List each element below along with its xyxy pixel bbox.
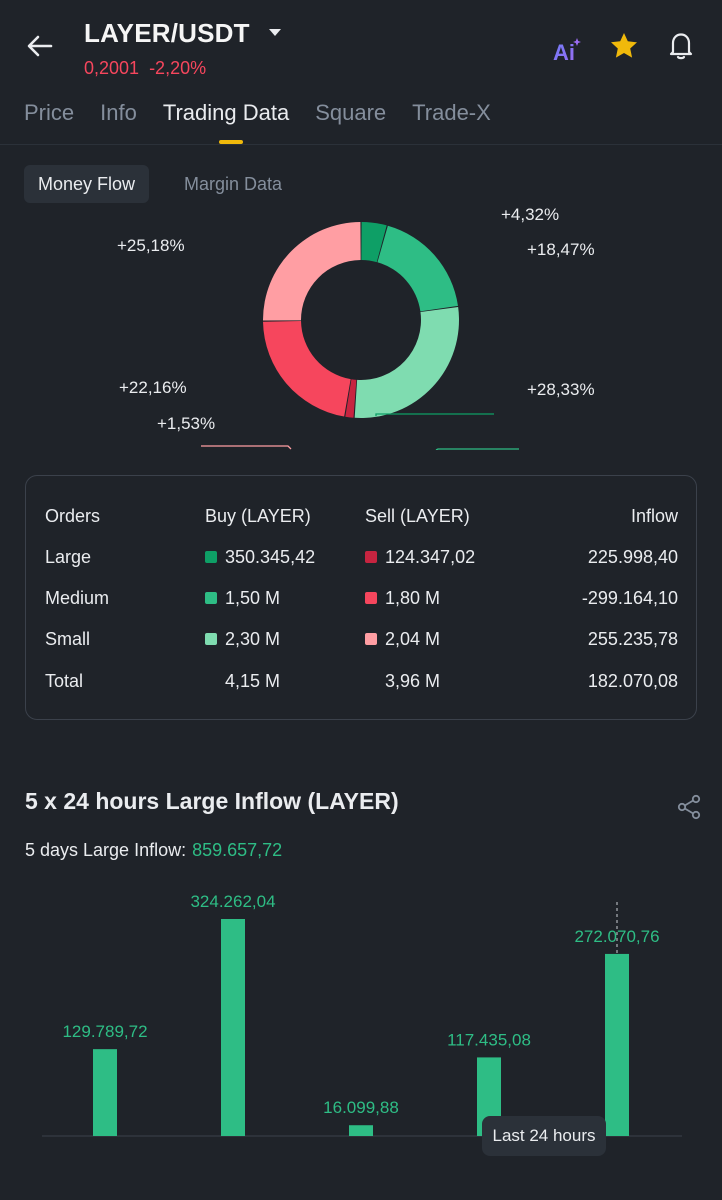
trading-pair-title[interactable]: LAYER/USDT	[84, 18, 250, 48]
buy-large-swatch	[205, 551, 217, 563]
tab-price[interactable]: Price	[24, 100, 75, 125]
favorite-star-icon[interactable]	[608, 30, 640, 62]
notification-bell-icon[interactable]	[664, 28, 698, 62]
row-large-inflow: 225.998,40	[587, 547, 678, 567]
inflow-bar-label-3: 16.099,88	[323, 1098, 399, 1117]
header-sell: Sell (LAYER)	[365, 506, 470, 526]
sell-medium-swatch	[365, 592, 377, 604]
row-total-sell: 3,96 M	[385, 671, 441, 691]
header-inflow: Inflow	[630, 506, 678, 526]
row-total-label: Total	[45, 671, 84, 691]
row-large-sell: 124.347,02	[365, 547, 475, 568]
money-flow-donut-chart	[201, 222, 519, 450]
donut-label-seg-6: +25,18%	[117, 236, 185, 255]
row-small-inflow: 255.235,78	[587, 629, 678, 649]
donut-segments	[263, 222, 459, 418]
large-inflow-title: 5 x 24 hours Large Inflow (LAYER)	[25, 788, 399, 814]
dropdown-caret-icon[interactable]	[266, 24, 284, 42]
five-day-inflow-summary: 5 days Large Inflow: 859.657,72	[25, 840, 282, 861]
buy-small-swatch	[205, 633, 217, 645]
sell-large-swatch	[365, 551, 377, 563]
leader-line-seg-6	[201, 445, 292, 450]
tab-trade-x[interactable]: Trade-X	[412, 100, 491, 125]
donut-leader-lines	[201, 413, 519, 450]
donut-segment-4	[345, 379, 357, 418]
header-orders: Orders	[45, 506, 101, 526]
row-small-label: Small	[45, 629, 91, 649]
subtab-margin-data[interactable]: Margin Data	[184, 174, 283, 194]
donut-segment-2	[377, 225, 458, 312]
large-inflow-bar-chart: 129.789,72 324.262,04 16.099,88 117.435,08 2…	[42, 892, 682, 1137]
bar-marks: 129.789,72 324.262,04 16.099,88 117.435,08 2…	[62, 892, 660, 1136]
five-day-inflow-value: 859.657,72	[192, 840, 283, 860]
ai-assistant-icon[interactable]: Ai	[552, 36, 582, 64]
row-total-inflow: 182.070,08	[587, 671, 678, 691]
row-large-buy-value: 350.345,42	[225, 547, 316, 567]
donut-label-seg-4: +1,53%	[157, 414, 216, 433]
inflow-bar-label-2: 324.262,04	[190, 892, 275, 911]
row-large-sell-value: 124.347,02	[385, 547, 476, 567]
inflow-bar-1[interactable]	[93, 1049, 117, 1136]
subtab-money-flow[interactable]: Money Flow	[24, 165, 150, 203]
price-change: -2,20%	[149, 58, 207, 78]
donut-segment-6	[263, 222, 361, 321]
row-small-buy-value: 2,30 M	[225, 629, 281, 649]
buy-medium-swatch	[205, 592, 217, 604]
row-medium-sell: 1,80 M	[365, 588, 440, 609]
row-small-sell-value: 2,04 M	[385, 629, 441, 649]
last-24-hours-tooltip: Last 24 hours	[482, 1116, 606, 1156]
last-price: 0,2001	[84, 58, 140, 78]
row-small-sell: 2,04 M	[365, 629, 440, 650]
row-medium-buy: 1,50 M	[205, 588, 280, 609]
donut-segment-1	[361, 222, 387, 263]
row-large-label: Large	[45, 547, 92, 567]
row-medium-buy-value: 1,50 M	[225, 588, 281, 608]
inflow-bar-label-4: 117.435,08	[447, 1030, 531, 1049]
main-tabs: Price Info Trading Data Square Trade-X	[24, 100, 517, 126]
donut-label-seg-2: +18,47%	[527, 240, 595, 259]
tab-trading-data[interactable]: Trading Data	[162, 100, 290, 125]
row-total-buy: 4,15 M	[225, 671, 281, 691]
ai-icon-text: Ai	[553, 40, 575, 64]
tab-square[interactable]: Square	[315, 100, 387, 125]
donut-segment-3	[354, 307, 459, 418]
price-row: 0,2001 -2,20%	[84, 58, 216, 79]
sell-small-swatch	[365, 633, 377, 645]
row-medium-label: Medium	[45, 588, 110, 608]
tabs-divider	[0, 144, 722, 145]
inflow-bar-label-5: 272.070,76	[574, 927, 659, 946]
inflow-bar-label-1: 129.789,72	[62, 1022, 147, 1041]
inflow-bar-3[interactable]	[349, 1125, 373, 1136]
donut-label-seg-1: +4,32%	[501, 205, 560, 224]
tab-info[interactable]: Info	[100, 100, 137, 125]
active-tab-indicator	[219, 140, 243, 144]
leader-line-seg-2	[435, 448, 519, 450]
inflow-bar-2[interactable]	[221, 919, 245, 1136]
row-large-buy: 350.345,42	[205, 547, 315, 568]
order-flow-table	[25, 475, 697, 720]
donut-label-seg-3: +28,33%	[527, 380, 595, 399]
donut-label-seg-5: +22,16%	[119, 378, 187, 397]
five-day-inflow-label: 5 days Large Inflow:	[25, 840, 187, 860]
donut-segment-5	[263, 321, 351, 417]
row-medium-inflow: -299.164,10	[581, 588, 678, 608]
inflow-bar-5[interactable]	[605, 953, 629, 1136]
leader-line-seg-1	[375, 413, 494, 416]
row-medium-sell-value: 1,80 M	[385, 588, 441, 608]
share-icon[interactable]	[676, 794, 702, 820]
header-buy: Buy (LAYER)	[205, 506, 311, 526]
row-small-buy: 2,30 M	[205, 629, 280, 650]
back-arrow-icon[interactable]	[24, 30, 56, 62]
